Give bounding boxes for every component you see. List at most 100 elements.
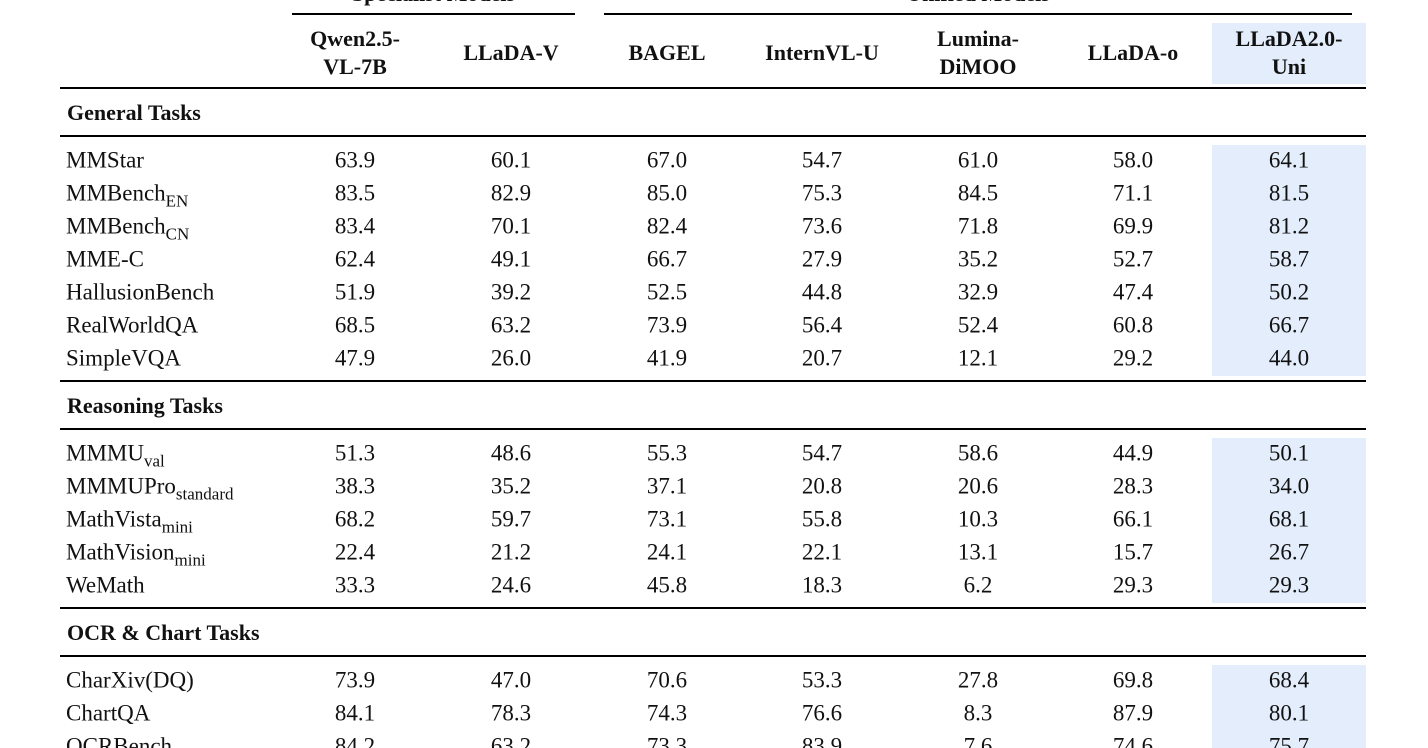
row-name: SimpleVQA <box>66 345 181 371</box>
cell-value: 56.4 <box>801 312 843 338</box>
cell-value: 20.6 <box>957 473 999 499</box>
cell-value: 61.0 <box>957 147 999 173</box>
cell-value: 18.3 <box>801 572 843 598</box>
cell-value: 50.1 <box>1268 440 1310 466</box>
cell-value: 52.4 <box>957 312 999 338</box>
row-label: MathVisionmini <box>66 541 206 569</box>
cell-value: 68.2 <box>334 506 376 532</box>
cell-value: 38.3 <box>334 473 376 499</box>
column-header-line: Lumina- <box>937 26 1019 51</box>
cell-value: 35.2 <box>957 246 999 272</box>
row-label: MMStar <box>66 149 144 172</box>
row-label: CharXiv(DQ) <box>66 669 194 692</box>
row-name: OCRBench <box>66 733 173 748</box>
cell-value: 83.9 <box>801 733 843 748</box>
section-rule <box>60 428 1366 430</box>
cell-value: 52.7 <box>1112 246 1154 272</box>
cell-value: 55.3 <box>646 440 688 466</box>
cell-value: 73.6 <box>801 213 843 239</box>
cell-value: 50.2 <box>1268 279 1310 305</box>
cell-value: 82.4 <box>646 213 688 239</box>
cell-value: 27.9 <box>801 246 843 272</box>
row-label: MMBenchCN <box>66 215 189 243</box>
column-header: LLaDA-o <box>1088 39 1178 67</box>
cell-value: 60.1 <box>490 147 532 173</box>
cell-value: 62.4 <box>334 246 376 272</box>
cell-value: 51.9 <box>334 279 376 305</box>
cell-value: 29.3 <box>1268 572 1310 598</box>
highlight-cell <box>1212 145 1366 376</box>
section-title: OCR & Chart Tasks <box>67 620 260 645</box>
column-header-line: LLaDA-o <box>1087 40 1179 65</box>
cell-value: 44.0 <box>1268 345 1310 371</box>
cell-value: 70.6 <box>646 667 688 693</box>
header-rule <box>60 87 1366 89</box>
cell-value: 15.7 <box>1112 539 1154 565</box>
row-name: CharXiv(DQ) <box>66 667 194 693</box>
cell-value: 10.3 <box>957 506 999 532</box>
cell-value: 84.5 <box>957 180 999 206</box>
highlight-cell <box>1212 23 1366 84</box>
row-name: MME-C <box>66 246 144 272</box>
cell-value: 84.1 <box>334 700 376 726</box>
cell-value: 22.1 <box>801 539 843 565</box>
row-name: ChartQA <box>66 700 151 726</box>
cell-value: 44.8 <box>801 279 843 305</box>
cell-value: 20.7 <box>801 345 843 371</box>
cell-value: 76.6 <box>801 700 843 726</box>
column-header-line: Uni <box>1271 54 1307 79</box>
row-label: MathVistamini <box>66 506 193 536</box>
highlight-cell <box>1212 438 1366 603</box>
column-header: LLaDA2.0- Uni <box>1236 25 1343 81</box>
cell-value: 22.4 <box>334 539 376 565</box>
cell-value: 34.0 <box>1268 473 1310 499</box>
cell-value: 75.3 <box>801 180 843 206</box>
row-label: MMMUProstandard <box>66 475 234 503</box>
cell-value: 63.2 <box>490 733 532 748</box>
cell-value: 74.6 <box>1112 733 1154 748</box>
cell-value: 58.7 <box>1268 246 1310 272</box>
group-rule <box>292 13 575 15</box>
cell-value: 29.3 <box>1112 572 1154 598</box>
row-label: RealWorldQA <box>66 314 198 337</box>
cell-value: 55.8 <box>801 506 843 532</box>
cell-value: 58.0 <box>1112 147 1154 173</box>
cell-value: 78.3 <box>490 700 532 726</box>
row-subscript: val <box>143 451 165 471</box>
row-subscript: standard <box>175 484 234 504</box>
column-header-line: DiMOO <box>939 54 1017 79</box>
cell-value: 21.2 <box>490 539 532 565</box>
section-rule <box>60 135 1366 137</box>
group-header: Unified Models <box>906 0 1050 8</box>
cell-value: 29.2 <box>1112 345 1154 371</box>
cell-value: 28.3 <box>1112 473 1154 499</box>
cell-value: 52.5 <box>646 279 688 305</box>
column-header-line: VL-7B <box>323 54 387 79</box>
cell-value: 24.6 <box>490 572 532 598</box>
cell-value: 66.7 <box>646 246 688 272</box>
group-rule <box>604 13 1352 15</box>
cell-value: 59.7 <box>490 506 532 532</box>
row-label: WeMath <box>66 574 145 597</box>
row-label: MMMUval <box>66 442 165 470</box>
cell-value: 39.2 <box>490 279 532 305</box>
cell-value: 27.8 <box>957 667 999 693</box>
cell-value: 82.9 <box>490 180 532 206</box>
cell-value: 63.9 <box>334 147 376 173</box>
cell-value: 71.8 <box>957 213 999 239</box>
cell-value: 83.5 <box>334 180 376 206</box>
cell-value: 75.7 <box>1268 733 1310 748</box>
cell-value: 63.2 <box>490 312 532 338</box>
column-header: BAGEL <box>628 39 705 67</box>
column-header-line: InternVL-U <box>765 40 879 65</box>
cell-value: 73.9 <box>646 312 688 338</box>
row-label: MME-C <box>66 248 144 271</box>
cell-value: 45.8 <box>646 572 688 598</box>
cell-value: 68.5 <box>334 312 376 338</box>
cell-value: 13.1 <box>957 539 999 565</box>
row-label: MMBenchEN <box>66 182 188 210</box>
row-name: MMStar <box>66 147 144 173</box>
row-name: MathVista <box>66 506 162 532</box>
cell-value: 47.9 <box>334 345 376 371</box>
